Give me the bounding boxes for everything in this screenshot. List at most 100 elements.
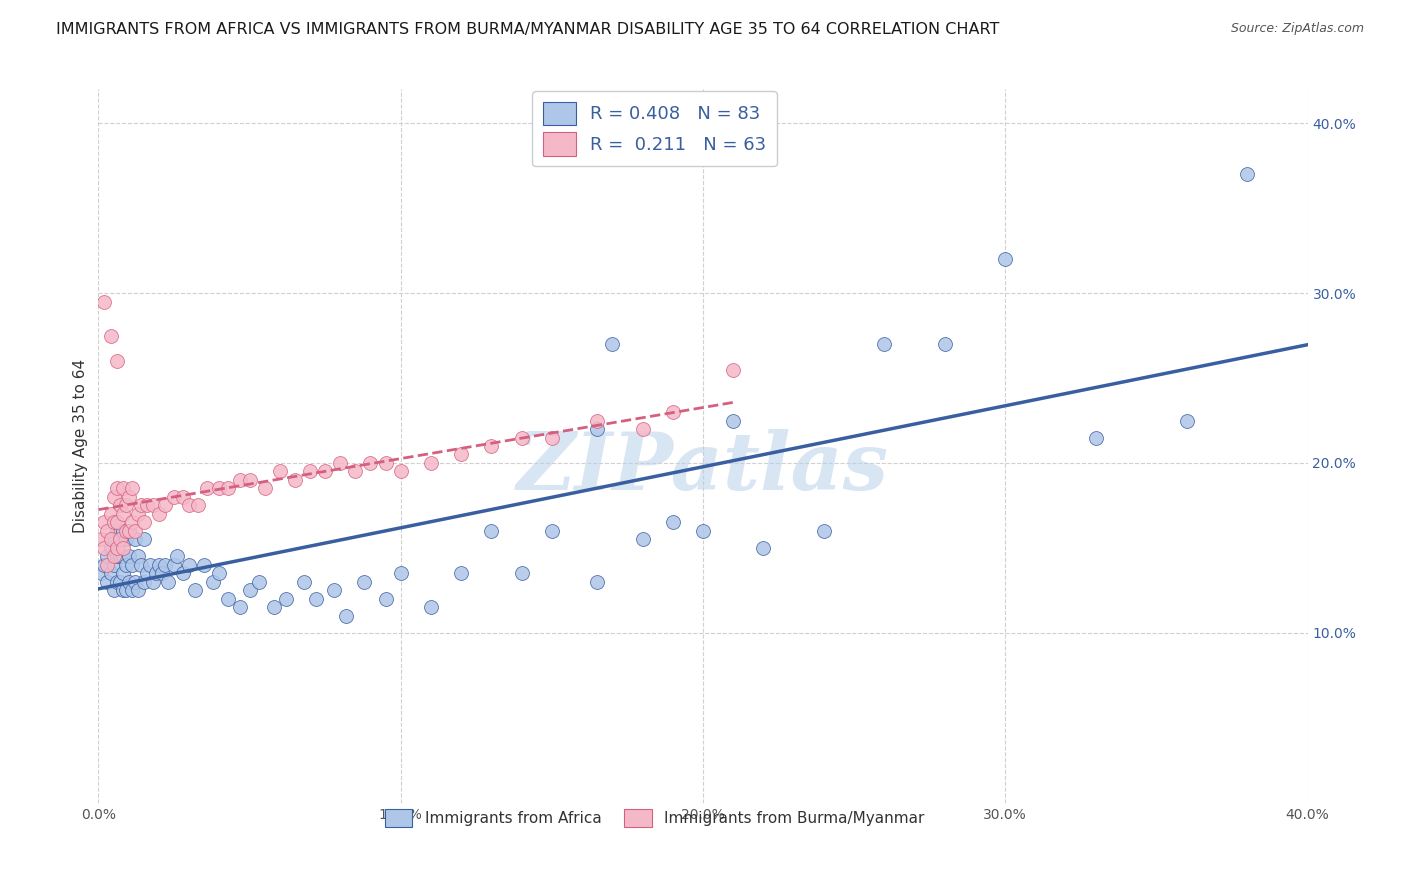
Point xyxy=(111,549,134,564)
Point xyxy=(156,574,179,589)
Point xyxy=(132,533,155,547)
Point xyxy=(93,294,115,309)
Point xyxy=(163,558,186,572)
Point xyxy=(129,499,152,513)
Point xyxy=(723,362,745,376)
Point xyxy=(90,533,112,547)
Point xyxy=(111,507,134,521)
Point xyxy=(586,574,609,589)
Point xyxy=(129,558,152,572)
Point xyxy=(108,549,131,564)
Point xyxy=(217,591,239,606)
Point xyxy=(247,574,270,589)
Point xyxy=(118,490,141,504)
Point xyxy=(184,583,207,598)
Point xyxy=(148,558,170,572)
Point xyxy=(93,558,115,572)
Point xyxy=(148,507,170,521)
Point xyxy=(118,574,141,589)
Point xyxy=(135,499,157,513)
Point xyxy=(510,566,533,581)
Point xyxy=(121,558,143,572)
Point xyxy=(103,516,125,530)
Point xyxy=(723,413,745,427)
Point xyxy=(132,574,155,589)
Point xyxy=(284,473,307,487)
Point xyxy=(217,482,239,496)
Point xyxy=(172,490,194,504)
Point xyxy=(389,465,412,479)
Point xyxy=(299,465,322,479)
Point xyxy=(96,549,118,564)
Point xyxy=(661,405,683,419)
Point xyxy=(994,252,1017,266)
Point xyxy=(90,566,112,581)
Point xyxy=(93,541,115,555)
Point xyxy=(166,549,188,564)
Point xyxy=(111,566,134,581)
Point xyxy=(153,499,176,513)
Point xyxy=(179,558,201,572)
Point xyxy=(631,533,654,547)
Point xyxy=(481,439,503,453)
Point xyxy=(323,583,346,598)
Point xyxy=(193,558,215,572)
Point xyxy=(114,558,136,572)
Point xyxy=(105,541,128,555)
Point xyxy=(661,516,683,530)
Text: ZIPatlas: ZIPatlas xyxy=(517,429,889,506)
Point xyxy=(510,430,533,444)
Point xyxy=(105,524,128,538)
Point xyxy=(127,583,149,598)
Point xyxy=(114,524,136,538)
Point xyxy=(127,549,149,564)
Point xyxy=(692,524,714,538)
Point xyxy=(586,422,609,436)
Point xyxy=(124,524,146,538)
Point xyxy=(145,566,167,581)
Point xyxy=(121,516,143,530)
Point xyxy=(108,533,131,547)
Point xyxy=(450,448,472,462)
Point xyxy=(108,499,131,513)
Point xyxy=(813,524,835,538)
Point xyxy=(274,591,297,606)
Point xyxy=(1175,413,1198,427)
Point xyxy=(540,430,562,444)
Point xyxy=(450,566,472,581)
Point xyxy=(121,583,143,598)
Point xyxy=(118,549,141,564)
Point xyxy=(108,533,131,547)
Point xyxy=(420,600,443,615)
Point xyxy=(105,574,128,589)
Point xyxy=(105,549,128,564)
Point xyxy=(269,465,291,479)
Point xyxy=(150,566,173,581)
Point xyxy=(873,337,896,351)
Point xyxy=(96,558,118,572)
Point xyxy=(142,574,165,589)
Point xyxy=(540,524,562,538)
Point xyxy=(195,482,218,496)
Point xyxy=(114,583,136,598)
Point xyxy=(103,558,125,572)
Point xyxy=(208,566,231,581)
Point xyxy=(305,591,328,606)
Point xyxy=(103,490,125,504)
Point xyxy=(100,533,122,547)
Y-axis label: Disability Age 35 to 64: Disability Age 35 to 64 xyxy=(73,359,89,533)
Point xyxy=(420,456,443,470)
Point xyxy=(602,337,624,351)
Point xyxy=(96,524,118,538)
Point xyxy=(105,354,128,368)
Point xyxy=(100,328,122,343)
Point xyxy=(103,549,125,564)
Point xyxy=(103,583,125,598)
Point xyxy=(202,574,225,589)
Point xyxy=(179,499,201,513)
Point xyxy=(111,541,134,555)
Point xyxy=(1085,430,1108,444)
Point xyxy=(105,516,128,530)
Point xyxy=(229,473,252,487)
Point xyxy=(96,574,118,589)
